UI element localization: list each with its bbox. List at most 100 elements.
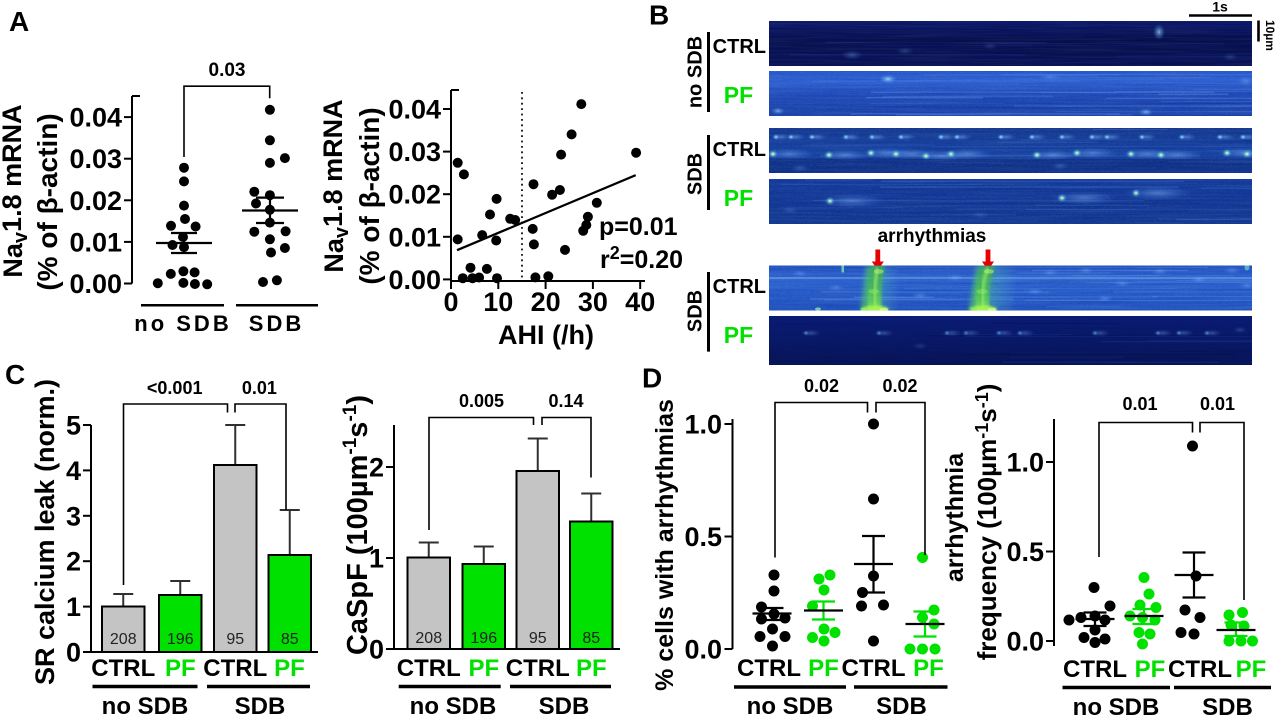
svg-text:PF: PF — [808, 655, 839, 682]
svg-text:CTRL: CTRL — [713, 36, 766, 58]
svg-text:0.00: 0.00 — [69, 269, 122, 299]
svg-text:1s: 1s — [1212, 0, 1228, 15]
svg-text:2: 2 — [66, 547, 81, 577]
svg-text:SDB: SDB — [1202, 694, 1253, 720]
svg-text:<0.001: <0.001 — [147, 378, 203, 398]
svg-text:SDB: SDB — [249, 311, 304, 336]
svg-text:no SDB: no SDB — [134, 311, 231, 336]
svg-text:95: 95 — [226, 631, 244, 648]
svg-text:no SDB: no SDB — [1073, 694, 1160, 720]
svg-text:0.01: 0.01 — [1200, 394, 1235, 414]
svg-text:% cells with arrhythmias: % cells with arrhythmias — [651, 399, 679, 691]
svg-text:85: 85 — [281, 631, 299, 648]
svg-text:0.005: 0.005 — [459, 391, 504, 411]
svg-text:0.0: 0.0 — [684, 635, 722, 665]
svg-text:3: 3 — [66, 501, 81, 531]
svg-text:5: 5 — [66, 411, 81, 441]
svg-text:CTRL: CTRL — [713, 276, 766, 298]
svg-text:CTRL: CTRL — [506, 655, 570, 682]
svg-text:no SDB: no SDB — [410, 693, 497, 720]
svg-text:1: 1 — [369, 544, 384, 574]
svg-text:0.03: 0.03 — [209, 60, 246, 81]
svg-text:PF: PF — [468, 655, 499, 682]
svg-text:p=0.01: p=0.01 — [599, 213, 678, 241]
svg-text:1.0: 1.0 — [684, 410, 722, 440]
svg-text:0: 0 — [369, 635, 384, 665]
svg-text:95: 95 — [529, 630, 547, 647]
svg-text:0.14: 0.14 — [548, 391, 583, 411]
svg-text:0.5: 0.5 — [684, 522, 722, 552]
svg-text:196: 196 — [167, 631, 194, 648]
svg-text:(% of β-actin): (% of β-actin) — [354, 107, 385, 284]
svg-text:10µm: 10µm — [1263, 20, 1277, 51]
svg-text:85: 85 — [582, 630, 600, 647]
svg-text:arrhythmias: arrhythmias — [878, 226, 987, 247]
svg-text:0: 0 — [66, 638, 81, 668]
svg-text:30: 30 — [578, 287, 608, 317]
svg-text:0: 0 — [443, 287, 458, 317]
svg-text:(% of β-actin): (% of β-actin) — [32, 113, 63, 290]
svg-text:B: B — [649, 0, 669, 31]
svg-text:PF: PF — [576, 655, 607, 682]
svg-text:PF: PF — [913, 655, 944, 682]
svg-text:PF: PF — [165, 655, 196, 682]
svg-text:0.02: 0.02 — [882, 376, 917, 396]
svg-text:0.02: 0.02 — [804, 376, 839, 396]
svg-text:CTRL: CTRL — [397, 655, 461, 682]
svg-text:0.03: 0.03 — [69, 144, 122, 174]
svg-text:0.01: 0.01 — [242, 378, 277, 398]
svg-text:CTRL: CTRL — [91, 655, 155, 682]
svg-text:4: 4 — [66, 456, 81, 486]
svg-text:0.01: 0.01 — [69, 227, 122, 257]
svg-text:0.0: 0.0 — [1006, 627, 1044, 657]
svg-text:frequency (100µm-1s-1): frequency (100µm-1s-1) — [972, 384, 1002, 661]
svg-text:PF: PF — [1236, 656, 1267, 683]
svg-text:Nav1.8 mRNA: Nav1.8 mRNA — [0, 104, 32, 277]
svg-text:208: 208 — [110, 631, 137, 648]
svg-text:0.01: 0.01 — [1122, 394, 1157, 414]
svg-text:no SDB: no SDB — [685, 36, 707, 108]
svg-text:SR calcium leak (norm.): SR calcium leak (norm.) — [30, 379, 60, 685]
svg-text:196: 196 — [470, 630, 497, 647]
svg-text:PF: PF — [724, 322, 753, 348]
svg-text:SDB: SDB — [685, 290, 707, 332]
svg-text:1.0: 1.0 — [1006, 448, 1044, 478]
svg-text:20: 20 — [531, 287, 561, 317]
svg-text:PF: PF — [724, 185, 753, 211]
svg-text:no SDB: no SDB — [102, 693, 189, 720]
svg-text:CTRL: CTRL — [713, 139, 766, 161]
svg-text:AHI (/h): AHI (/h) — [498, 320, 594, 350]
svg-text:208: 208 — [415, 630, 442, 647]
svg-text:PF: PF — [724, 82, 753, 108]
svg-text:SDB: SDB — [235, 693, 286, 720]
svg-text:0.03: 0.03 — [388, 137, 441, 167]
svg-text:0.5: 0.5 — [1006, 537, 1044, 567]
svg-text:SDB: SDB — [876, 693, 927, 720]
svg-text:CTRL: CTRL — [203, 655, 267, 682]
svg-text:PF: PF — [1135, 656, 1166, 683]
svg-text:CTRL: CTRL — [737, 655, 801, 682]
svg-text:SDB: SDB — [685, 153, 707, 195]
svg-text:SDB: SDB — [539, 693, 590, 720]
svg-text:CTRL: CTRL — [842, 655, 906, 682]
svg-text:PF: PF — [274, 655, 305, 682]
svg-text:0.01: 0.01 — [388, 222, 441, 252]
svg-text:CTRL: CTRL — [1168, 656, 1232, 683]
svg-text:1: 1 — [66, 592, 81, 622]
svg-text:D: D — [642, 363, 662, 394]
svg-text:no SDB: no SDB — [747, 693, 834, 720]
svg-text:CaSpF (100µm-1s-1): CaSpF (100µm-1s-1) — [340, 395, 374, 655]
svg-text:C: C — [5, 359, 25, 390]
svg-text:0.04: 0.04 — [388, 95, 441, 125]
svg-text:0.00: 0.00 — [388, 265, 441, 295]
svg-text:2: 2 — [369, 453, 384, 483]
svg-text:CTRL: CTRL — [1063, 656, 1127, 683]
svg-text:arrhythmia: arrhythmia — [941, 452, 969, 582]
svg-text:40: 40 — [625, 287, 655, 317]
svg-text:A: A — [9, 6, 29, 37]
svg-text:Nav1.8 mRNA: Nav1.8 mRNA — [318, 99, 353, 272]
svg-text:0.04: 0.04 — [69, 103, 122, 133]
svg-text:0.02: 0.02 — [388, 180, 441, 210]
svg-text:r2=0.20: r2=0.20 — [600, 243, 683, 274]
svg-text:10: 10 — [483, 287, 513, 317]
